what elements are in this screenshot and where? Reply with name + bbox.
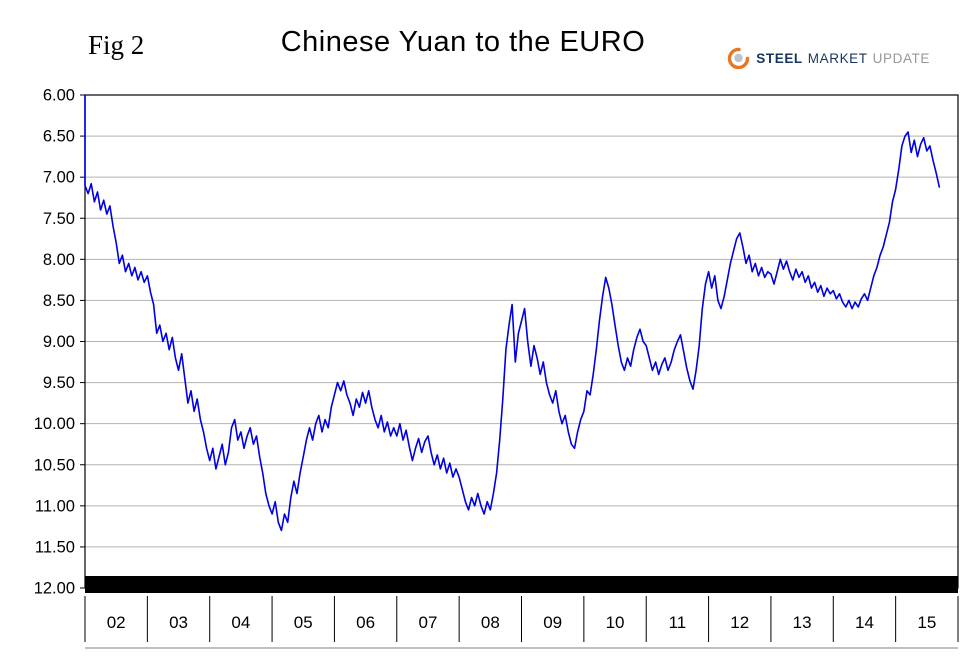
logo-word-steel: STEEL: [756, 51, 803, 66]
x-tick-label: 06: [356, 613, 375, 632]
y-tick-label: 9.50: [43, 374, 75, 392]
y-tick-label: 7.00: [43, 169, 75, 187]
x-tick-label: 02: [107, 613, 126, 632]
y-tick-label: 8.00: [43, 251, 75, 269]
x-tick-label: 12: [730, 613, 749, 632]
plot-frame: [84, 94, 959, 589]
y-gridlines: [80, 94, 958, 589]
x-tick-label: 04: [231, 613, 250, 632]
chart-title: Chinese Yuan to the EURO: [280, 26, 646, 58]
x-axis-labels: 02 03 04 05 06 07 08 09 10 11 12 13 14 15: [84, 596, 959, 642]
x-tick-label: 05: [294, 613, 313, 632]
x-tick-label: 13: [793, 613, 812, 632]
x-tick-label: 07: [419, 613, 438, 632]
x-tick-label: 15: [917, 613, 936, 632]
logo-word-market: MARKET: [807, 51, 868, 66]
x-tick-label: 10: [606, 613, 625, 632]
y-tick-label: 12.00: [34, 580, 75, 598]
y-tick-label: 10.00: [34, 415, 75, 433]
x-tick-label: 14: [855, 613, 874, 632]
y-tick-label: 11.00: [35, 497, 75, 515]
figure-number-label: Fig 2: [88, 30, 145, 60]
y-tick-label: 10.50: [34, 456, 75, 474]
x-tick-label: 09: [543, 613, 562, 632]
y-tick-label: 7.50: [43, 210, 75, 228]
y-tick-label: 6.00: [43, 87, 75, 105]
y-axis-labels: 6.00 6.50 7.00 7.50 8.00 8.50 9.00 9.50 10.00 10.…: [34, 87, 75, 598]
logo-word-update: UPDATE: [872, 51, 930, 66]
y-tick-label: 11.50: [35, 538, 75, 556]
x-tick-label: 11: [669, 613, 687, 632]
y-tick-label: 8.50: [43, 292, 75, 310]
y-tick-label: 6.50: [43, 128, 75, 146]
x-tick-label: 03: [169, 613, 188, 632]
axis-black-bar: [85, 576, 958, 593]
logo-swoosh-icon: [725, 46, 751, 71]
x-tick-label: 08: [481, 613, 500, 632]
steel-market-update-logo: STEEL MARKET UPDATE: [725, 46, 930, 71]
y-tick-label: 9.00: [43, 333, 75, 351]
series-line: [84, 94, 941, 532]
